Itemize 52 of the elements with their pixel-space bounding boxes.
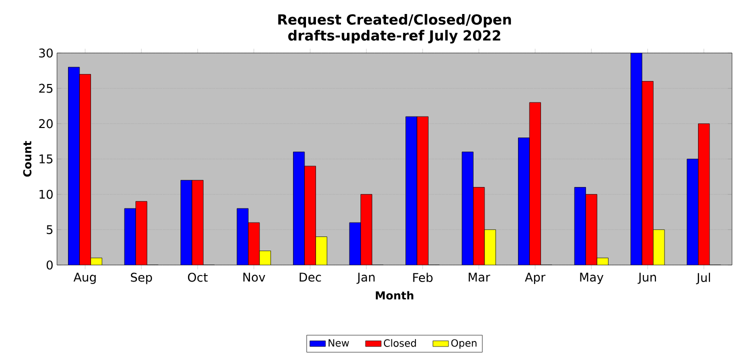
bar: [180, 180, 192, 265]
legend-label: Closed: [384, 339, 416, 347]
y-tick-label: 0: [46, 260, 53, 270]
y-tick-label: 15: [40, 154, 52, 164]
x-tick-label: Sep: [130, 272, 152, 284]
chart-title: Request Created/Closed/Open drafts-update-ref July 2022: [278, 14, 511, 44]
y-tick-label: 20: [39, 119, 53, 128]
bar: [642, 81, 654, 265]
bar: [518, 138, 530, 265]
bar: [349, 222, 361, 265]
bar: [192, 180, 204, 265]
bar: [586, 194, 598, 265]
y-tick-label: 10: [40, 190, 53, 199]
bar: [698, 123, 710, 265]
bar: [686, 158, 698, 265]
bar: [248, 222, 260, 265]
y-axis-title: Count: [23, 141, 32, 177]
x-tick-label: Jul: [696, 272, 710, 284]
x-tick-label: Oct: [188, 272, 208, 282]
bar: [136, 201, 148, 265]
bar: [653, 229, 665, 265]
bar: [360, 194, 372, 265]
bar: [124, 208, 136, 265]
x-tick-label: Dec: [300, 272, 321, 282]
bar: [473, 187, 485, 265]
x-tick-label: Jan: [356, 272, 375, 284]
x-axis-title: Month: [376, 291, 414, 300]
y-tick-label: 5: [46, 225, 52, 234]
x-tick-label: Aug: [74, 272, 96, 284]
bar: [80, 74, 91, 265]
x-tick-label: Mar: [468, 272, 490, 282]
bar: [236, 208, 248, 265]
x-tick-label: Jun: [638, 272, 656, 284]
bar: [630, 53, 642, 265]
y-tick-label: 25: [39, 84, 52, 93]
bar: [484, 229, 496, 265]
bar: [293, 152, 305, 265]
x-tick-label: May: [580, 272, 604, 284]
bar: [316, 236, 328, 265]
y-tick-label: 30: [39, 48, 53, 58]
legend-label: Open: [451, 339, 476, 349]
x-tick-label: Feb: [413, 272, 433, 282]
legend-label: New: [328, 339, 349, 347]
bar: [574, 187, 586, 265]
x-tick-label: Apr: [524, 272, 546, 284]
bar: [406, 116, 418, 265]
bar: [462, 152, 474, 265]
bar: [416, 116, 428, 265]
bar: [304, 166, 316, 265]
x-tick-label: Nov: [243, 272, 266, 282]
bar: [68, 67, 80, 265]
bar: [529, 102, 541, 265]
